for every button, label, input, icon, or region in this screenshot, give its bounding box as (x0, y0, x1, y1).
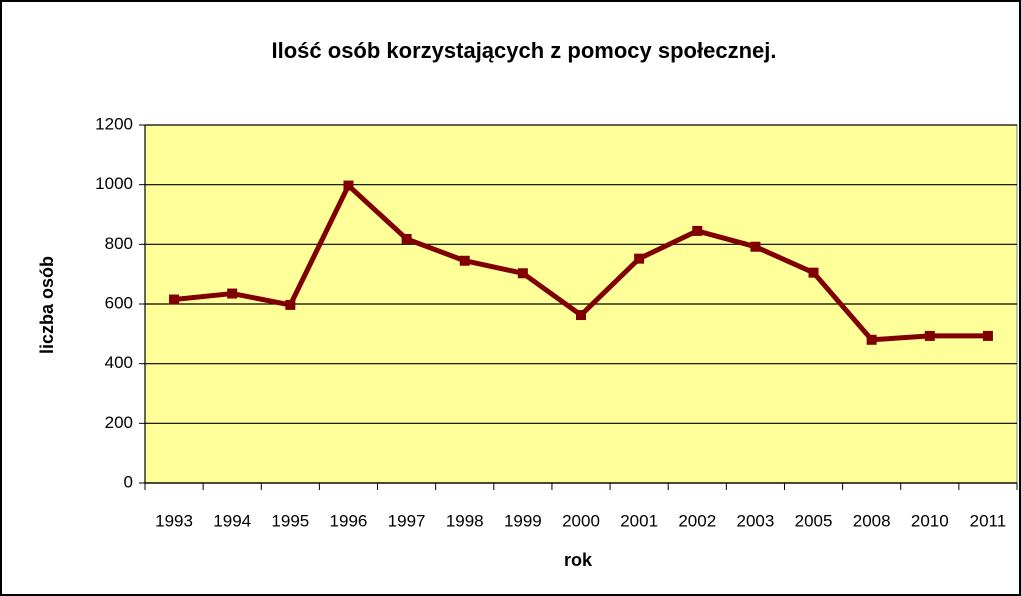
x-tick-label: 2001 (620, 511, 658, 530)
x-tick-label: 1993 (155, 511, 193, 530)
marker (401, 233, 412, 244)
x-axis-title: rok (564, 550, 593, 570)
x-tick-label: 1995 (271, 511, 309, 530)
marker (750, 241, 761, 252)
marker (517, 268, 528, 279)
marker (866, 334, 877, 345)
y-tick-label: 800 (105, 234, 133, 253)
marker (459, 255, 470, 266)
y-tick-label: 0 (124, 472, 133, 491)
x-tick-label: 1994 (213, 511, 251, 530)
x-tick-label: 2000 (562, 511, 600, 530)
x-tick-label: 1997 (388, 511, 426, 530)
x-tick-label: 2008 (853, 511, 891, 530)
y-tick-label: 1000 (95, 174, 133, 193)
y-tick-label: 600 (105, 293, 133, 312)
marker (343, 180, 354, 191)
y-tick-label: 1200 (95, 114, 133, 133)
marker (169, 294, 180, 305)
y-axis-title: liczba osób (37, 256, 57, 354)
marker (808, 267, 819, 278)
chart-title: Ilość osób korzystających z pomocy społe… (272, 38, 777, 63)
marker (924, 330, 935, 341)
marker (634, 253, 645, 264)
x-tick-label: 2010 (911, 511, 949, 530)
x-tick-label: 2002 (678, 511, 716, 530)
y-tick-label: 200 (105, 413, 133, 432)
marker (576, 310, 586, 321)
x-tick-label: 1998 (446, 511, 484, 530)
marker (692, 225, 703, 236)
y-tick-label: 400 (105, 353, 133, 372)
marker (227, 288, 238, 299)
x-tick-label: 1996 (330, 511, 368, 530)
x-tick-label: 1999 (504, 511, 542, 530)
marker (982, 330, 993, 341)
x-tick-label: 2003 (736, 511, 774, 530)
x-tick-label: 2005 (795, 511, 833, 530)
marker (285, 299, 296, 310)
x-tick-label: 2011 (970, 511, 1007, 530)
